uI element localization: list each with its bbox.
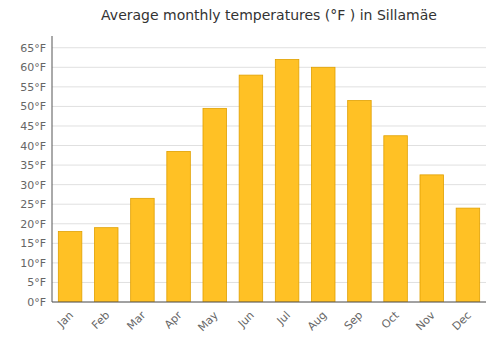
y-tick-label: 60°F [20, 61, 46, 74]
x-tick-label: Jun [235, 309, 257, 331]
grid [52, 48, 486, 302]
bar [420, 175, 444, 302]
bar [131, 198, 155, 302]
y-tick-label: 25°F [20, 198, 46, 211]
y-tick-label: 55°F [20, 81, 46, 94]
y-tick-label: 30°F [20, 179, 46, 192]
y-tick-label: 40°F [20, 140, 46, 153]
bar [275, 59, 299, 302]
y-tick-label: 35°F [20, 159, 46, 172]
y-tick-label: 65°F [20, 42, 46, 55]
grid-line [52, 67, 486, 68]
bar [167, 151, 191, 302]
grid-line [52, 47, 486, 48]
grid-line [52, 106, 486, 107]
x-tick-label: Jul [274, 309, 293, 328]
y-tick-label: 15°F [20, 237, 46, 250]
grid-line [52, 165, 486, 166]
x-tick-label: Feb [89, 309, 112, 332]
y-tick-label: 20°F [20, 218, 46, 231]
bar [348, 101, 372, 302]
bar [239, 75, 263, 302]
x-tick-label: Aug [305, 309, 329, 333]
x-tick-label: Sep [342, 309, 366, 333]
bar [384, 136, 408, 302]
bar [456, 208, 480, 302]
bar [58, 232, 82, 302]
x-tick-label: Oct [379, 308, 402, 331]
x-tick-label: Apr [162, 308, 185, 331]
y-tick-label: 10°F [20, 257, 46, 270]
bar [94, 228, 118, 302]
grid-line [52, 125, 486, 126]
chart-container: Average monthly temperatures (°F ) in Si… [0, 0, 500, 350]
grid-line [52, 145, 486, 146]
bar [203, 108, 227, 302]
y-tick-label: 45°F [20, 120, 46, 133]
y-tick-label: 50°F [20, 100, 46, 113]
x-tick-label: Dec [450, 309, 474, 333]
chart-title: Average monthly temperatures (°F ) in Si… [101, 7, 437, 23]
x-tick-label: Jan [54, 309, 76, 331]
bars [58, 59, 479, 302]
bar [311, 67, 335, 302]
grid-line [52, 86, 486, 87]
chart-svg: Average monthly temperatures (°F ) in Si… [0, 0, 500, 350]
x-tick-label: Mar [125, 308, 149, 332]
y-axis-line [52, 36, 53, 302]
x-axis-line [52, 302, 486, 303]
grid-line [52, 302, 486, 303]
x-tick-label: Nov [413, 308, 438, 333]
y-tick-label: 5°F [27, 276, 46, 289]
x-tick-label: May [195, 308, 221, 334]
y-tick-label: 0°F [27, 296, 46, 309]
